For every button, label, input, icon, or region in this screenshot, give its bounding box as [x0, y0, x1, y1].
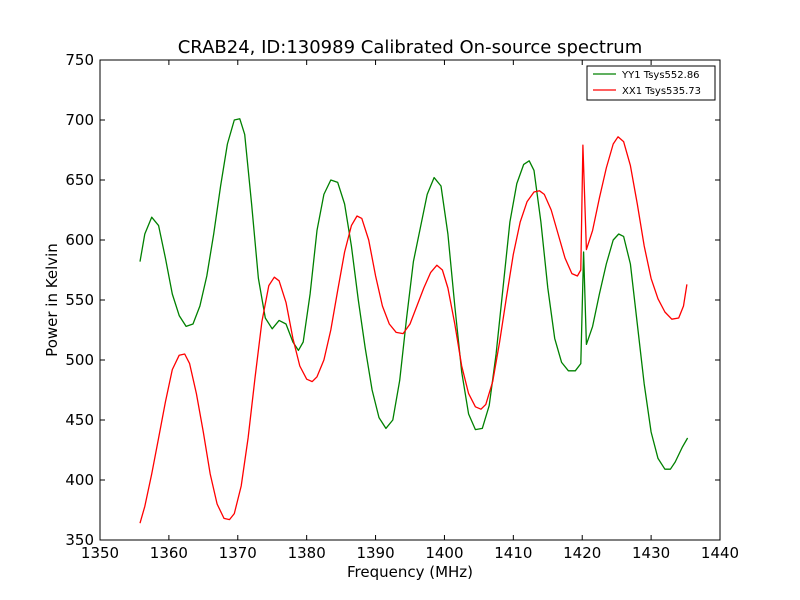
legend-label-xx1: XX1 Tsys535.73: [622, 86, 701, 97]
y-tick-label: 700: [65, 111, 94, 129]
x-tick-label: 1380: [288, 544, 326, 562]
x-axis-label: Frequency (MHz): [347, 563, 473, 581]
legend-frame: [586, 65, 716, 101]
x-tick-label: 1400: [425, 544, 463, 562]
y-tick-label: 500: [65, 351, 94, 369]
series-line-xx1: [139, 136, 688, 524]
x-tick-label: 1410: [494, 544, 532, 562]
y-tick-label: 600: [65, 231, 94, 249]
x-tick-label: 1420: [563, 544, 601, 562]
y-tick-label: 750: [65, 51, 94, 69]
chart-title: CRAB24, ID:130989 Calibrated On-source s…: [178, 37, 643, 58]
y-tick-label: 650: [65, 171, 94, 189]
x-tick-label: 1350: [81, 544, 119, 562]
y-tick-label: 450: [65, 411, 94, 429]
series-layer: [139, 118, 689, 524]
legend-label-yy1: YY1 Tsys552.86: [621, 70, 700, 81]
y-tick-label: 400: [65, 471, 94, 489]
x-tick-label: 1390: [356, 544, 394, 562]
x-tick-label: 1430: [632, 544, 670, 562]
axis-ticks: 1350 1360 1370 1380 1390 1400 1410 1420 1430 1440…: [65, 51, 739, 562]
series-line-yy1: [139, 118, 689, 470]
x-tick-label: 1360: [150, 544, 188, 562]
y-axis-label: Power in Kelvin: [43, 243, 61, 357]
legend: YY1 Tsys552.86 XX1 Tsys535.73: [586, 65, 716, 101]
y-tick-label: 350: [65, 531, 94, 549]
x-tick-label: 1370: [219, 544, 257, 562]
x-tick-label: 1440: [701, 544, 739, 562]
y-tick-label: 550: [65, 291, 94, 309]
